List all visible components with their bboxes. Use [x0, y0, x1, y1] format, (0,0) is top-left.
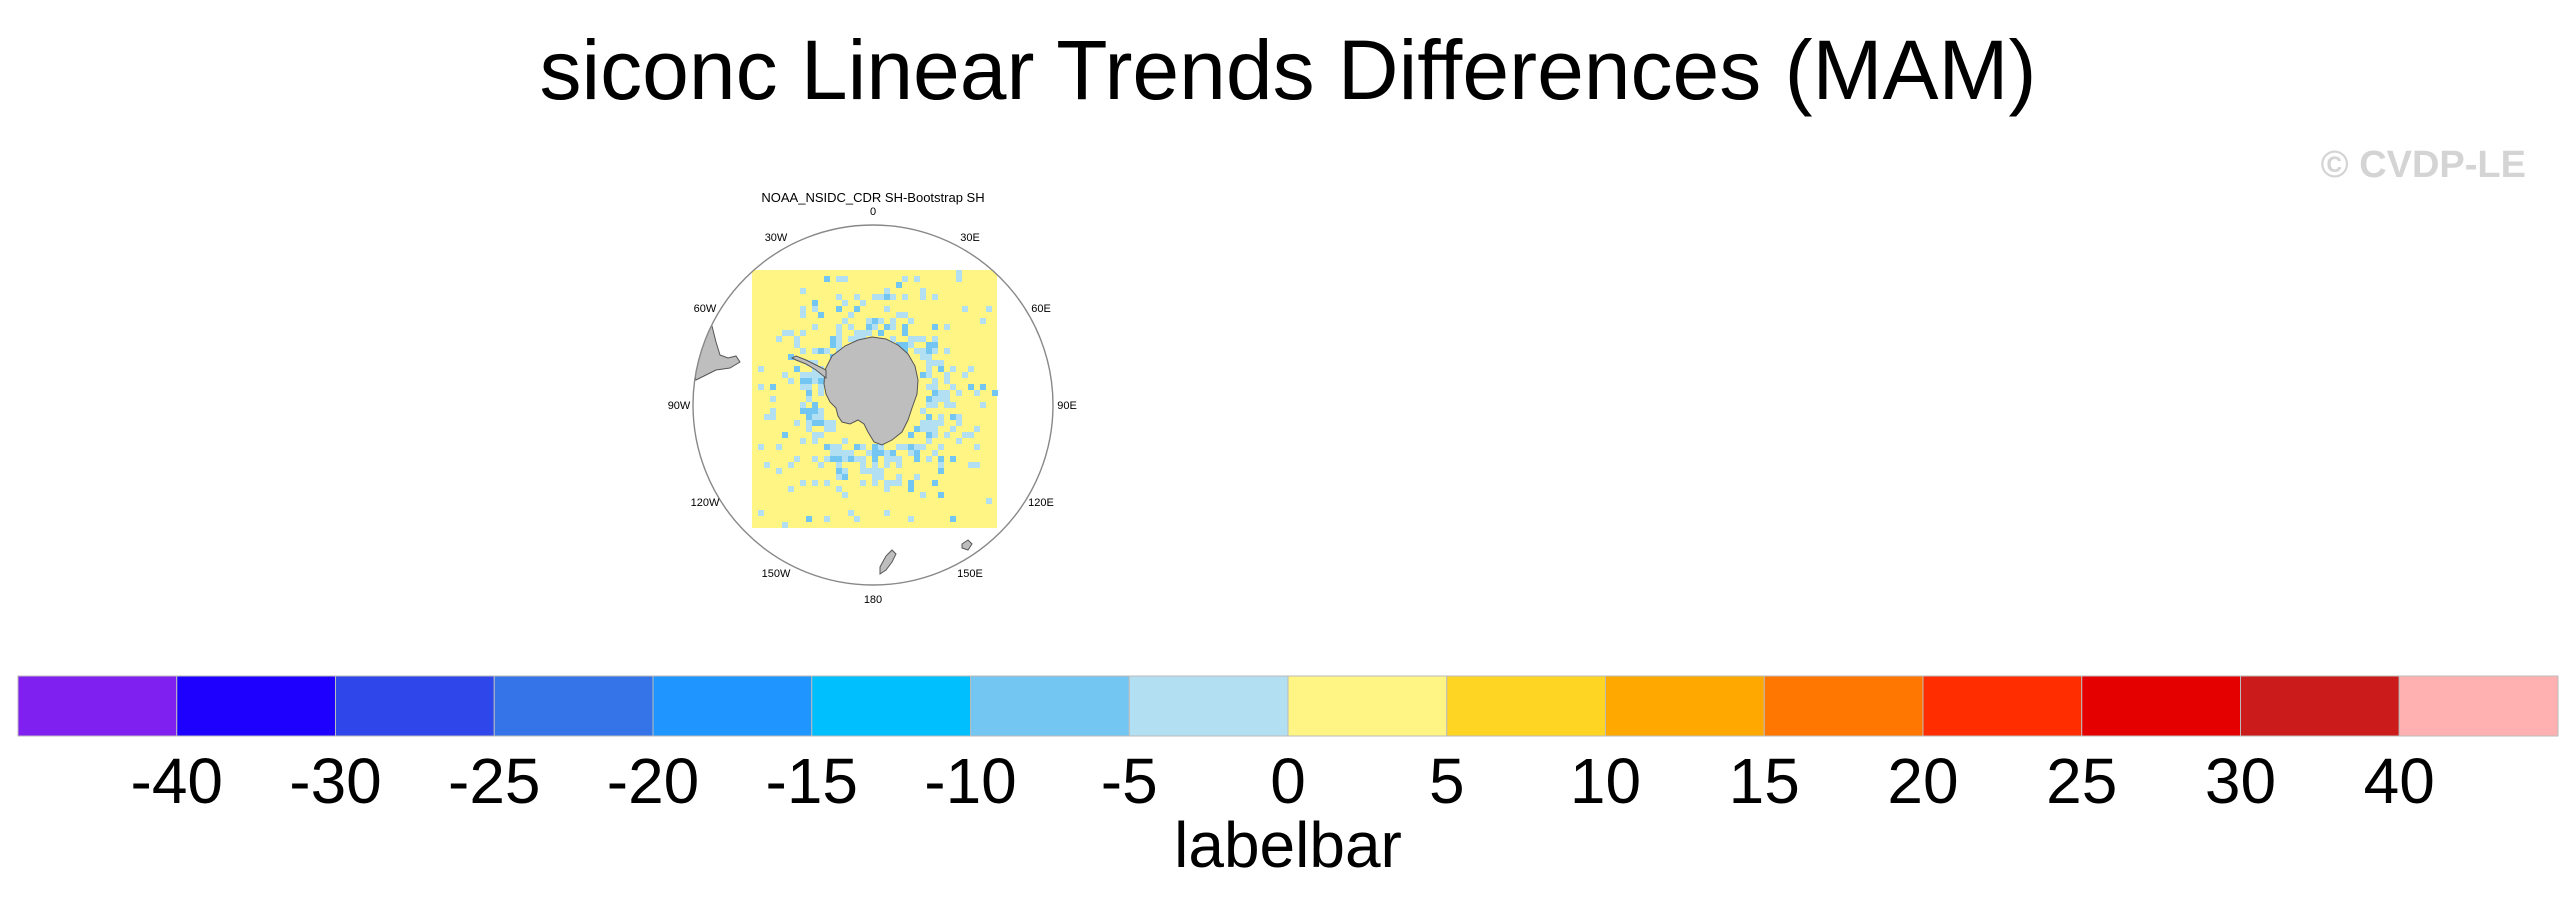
labelbar-box — [970, 675, 1130, 737]
longitude-label: 180 — [864, 594, 882, 606]
labelbar-box — [2240, 675, 2400, 737]
watermark: © CVDP-LE — [2320, 144, 2526, 186]
longitude-label: 30W — [765, 232, 788, 244]
antarctica-land — [823, 336, 919, 446]
labelbar-title: labelbar — [1174, 809, 1402, 881]
longitude-label: 60W — [694, 303, 717, 315]
labelbar-tick-label: -15 — [765, 745, 859, 817]
labelbar-tick-label: -25 — [448, 745, 541, 817]
longitude-label: 90W — [668, 400, 691, 412]
longitude-label: 60E — [1031, 303, 1051, 315]
map-boundary — [692, 224, 1054, 586]
tasmania — [961, 539, 973, 551]
labelbar-box — [176, 675, 336, 737]
map-panel-title: NOAA_NSIDC_CDR SH-Bootstrap SH — [761, 190, 984, 205]
labelbar-tick-label: 20 — [1887, 745, 1959, 817]
labelbar-box — [1605, 675, 1765, 737]
labelbar-box — [2081, 675, 2241, 737]
labelbar-box — [1922, 675, 2083, 737]
labelbar-tick-label: 40 — [2363, 745, 2435, 817]
labelbar-tick-label: 10 — [1569, 745, 1642, 817]
labelbar-tick-label: 0 — [1270, 745, 1306, 817]
labelbar-box — [811, 675, 971, 737]
labelbar-tick-label: 30 — [2204, 745, 2277, 817]
labelbar-tick-label: -10 — [924, 745, 1017, 817]
labelbar-tick-label: -20 — [606, 745, 700, 817]
labelbar-tick-label: 5 — [1428, 745, 1465, 817]
labelbar-box — [1763, 675, 1924, 737]
antarctica-landmass — [790, 336, 919, 446]
labelbar-box — [493, 675, 654, 737]
polar-map: NOAA_NSIDC_CDR SH-Bootstrap SH 0 30E 60E 90… — [668, 190, 1077, 606]
map-field-group — [752, 270, 998, 528]
labelbar-tick-label: 15 — [1728, 745, 1800, 817]
antarctic-peninsula — [790, 355, 827, 380]
labelbar-tick-label: -5 — [1100, 745, 1158, 817]
labelbar-box — [335, 675, 495, 737]
page-title: siconc Linear Trends Differences (MAM) — [539, 23, 2037, 117]
labelbar-box — [1287, 675, 1448, 737]
map-panel: NOAA_NSIDC_CDR SH-Bootstrap SH 0 30E 60E 90… — [660, 180, 1100, 610]
labelbar-tick-label: -40 — [130, 745, 224, 817]
longitude-label: 30E — [960, 232, 980, 244]
longitude-label: 150W — [762, 568, 791, 580]
labelbar-box — [652, 675, 813, 737]
labelbar-boxes — [17, 675, 2559, 737]
labelbar-box — [1128, 675, 1289, 737]
longitude-label: 90E — [1057, 400, 1077, 412]
south-america-tip — [693, 319, 741, 381]
labelbar-box — [2398, 675, 2559, 737]
longitude-label: 150E — [957, 568, 983, 580]
new-zealand — [879, 549, 897, 575]
longitude-labels: 0 30E 60E 90E 120E 150E 180 150W 120W 90W 60W 30W — [668, 206, 1077, 606]
longitude-label: 0 — [870, 206, 876, 218]
longitude-label: 120W — [691, 497, 720, 509]
labelbar-box — [17, 675, 178, 737]
longitude-label: 120E — [1028, 497, 1054, 509]
labelbar-tick-label: 25 — [2046, 745, 2118, 817]
labelbar-tick-label: -30 — [289, 745, 382, 817]
labelbar-box — [1446, 675, 1606, 737]
